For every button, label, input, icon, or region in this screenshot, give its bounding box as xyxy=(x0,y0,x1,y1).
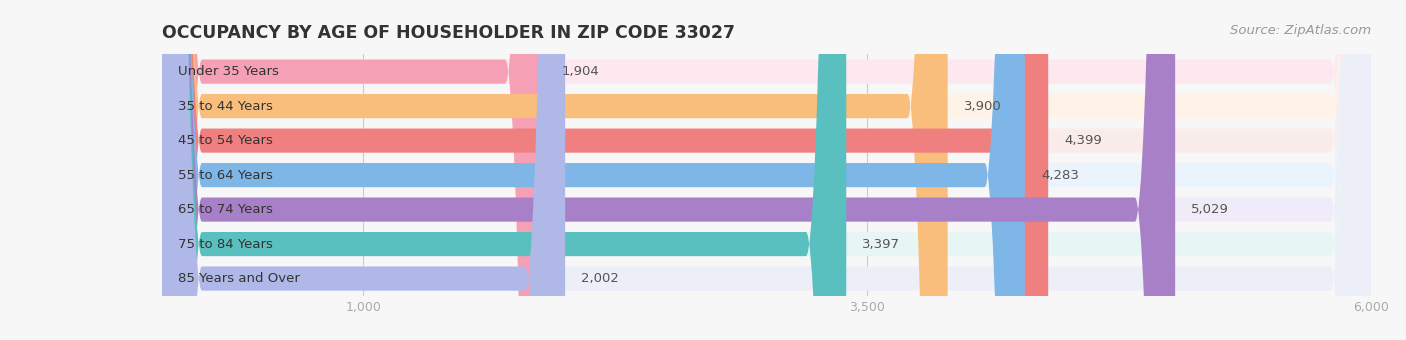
FancyBboxPatch shape xyxy=(162,0,1025,340)
FancyBboxPatch shape xyxy=(162,0,1371,340)
FancyBboxPatch shape xyxy=(162,0,1175,340)
Text: 35 to 44 Years: 35 to 44 Years xyxy=(177,100,273,113)
Text: 4,283: 4,283 xyxy=(1040,169,1078,182)
Text: 2,002: 2,002 xyxy=(581,272,619,285)
FancyBboxPatch shape xyxy=(162,0,846,340)
FancyBboxPatch shape xyxy=(162,0,565,340)
Text: 55 to 64 Years: 55 to 64 Years xyxy=(177,169,273,182)
FancyBboxPatch shape xyxy=(162,0,1371,340)
FancyBboxPatch shape xyxy=(162,0,1371,340)
FancyBboxPatch shape xyxy=(162,0,1371,340)
Text: 5,029: 5,029 xyxy=(1191,203,1229,216)
FancyBboxPatch shape xyxy=(162,0,1049,340)
Text: Source: ZipAtlas.com: Source: ZipAtlas.com xyxy=(1230,24,1371,37)
Text: 1,904: 1,904 xyxy=(561,65,599,78)
Text: OCCUPANCY BY AGE OF HOUSEHOLDER IN ZIP CODE 33027: OCCUPANCY BY AGE OF HOUSEHOLDER IN ZIP C… xyxy=(162,24,735,42)
FancyBboxPatch shape xyxy=(162,0,948,340)
FancyBboxPatch shape xyxy=(162,0,546,340)
Text: Under 35 Years: Under 35 Years xyxy=(177,65,278,78)
FancyBboxPatch shape xyxy=(162,0,1371,340)
FancyBboxPatch shape xyxy=(162,0,1371,340)
FancyBboxPatch shape xyxy=(162,0,1371,340)
Text: 3,900: 3,900 xyxy=(963,100,1001,113)
Text: 45 to 54 Years: 45 to 54 Years xyxy=(177,134,273,147)
Text: 85 Years and Over: 85 Years and Over xyxy=(177,272,299,285)
Text: 65 to 74 Years: 65 to 74 Years xyxy=(177,203,273,216)
Text: 75 to 84 Years: 75 to 84 Years xyxy=(177,238,273,251)
Text: 3,397: 3,397 xyxy=(862,238,900,251)
Text: 4,399: 4,399 xyxy=(1064,134,1102,147)
